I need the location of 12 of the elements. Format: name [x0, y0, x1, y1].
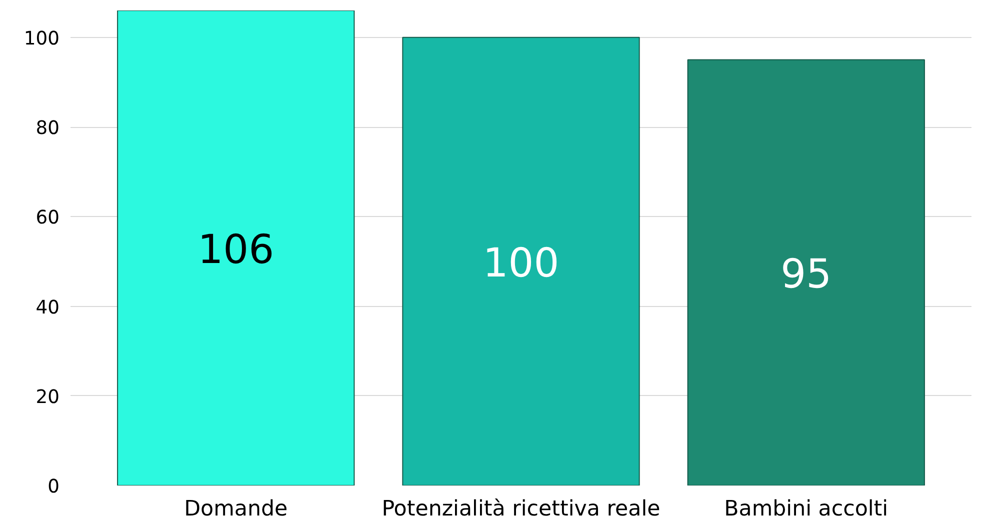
data-label: 95 — [780, 252, 832, 298]
y-tick-label: 0 — [48, 476, 60, 498]
data-label: 106 — [198, 227, 274, 273]
y-tick-label: 60 — [36, 208, 60, 229]
x-tick-label: Bambini accolti — [724, 496, 888, 522]
data-label: 100 — [482, 240, 560, 286]
x-tick-label: Domande — [184, 496, 288, 522]
y-tick-label: 100 — [24, 28, 60, 50]
x-tick-label: Potenzialità ricettiva reale — [382, 496, 660, 522]
y-tick-label: 20 — [36, 386, 60, 408]
y-tick-label: 80 — [36, 118, 60, 140]
y-tick-label: 40 — [36, 297, 60, 318]
